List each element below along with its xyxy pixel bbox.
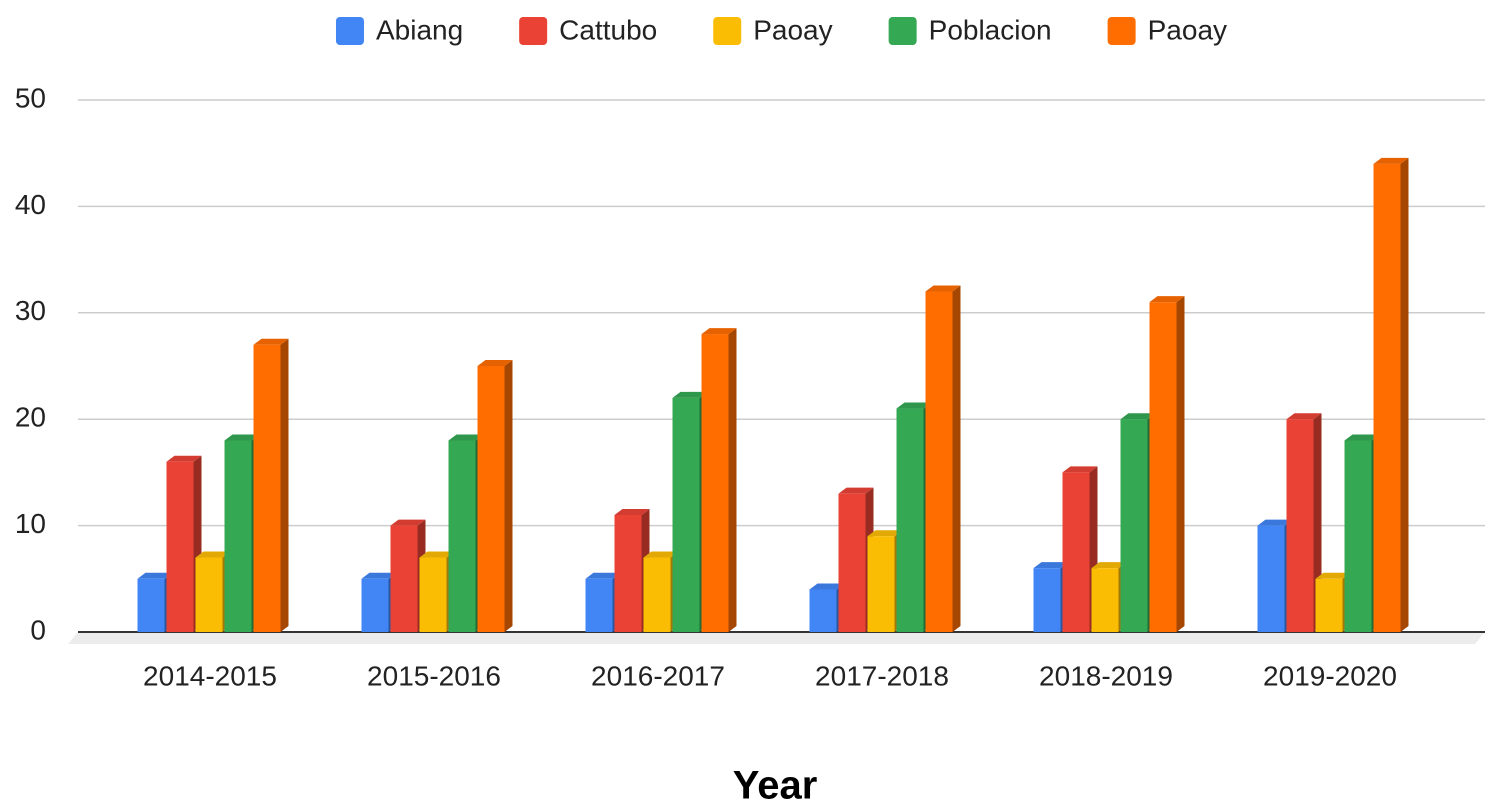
bar-top: [390, 519, 426, 526]
bar-top: [614, 508, 650, 515]
bar: [838, 493, 866, 632]
bar: [419, 557, 447, 632]
bar-top: [1149, 296, 1185, 303]
bar-top: [1062, 466, 1098, 473]
bar: [701, 334, 729, 632]
bar-top: [253, 338, 289, 345]
bar: [253, 344, 281, 632]
bar: [614, 514, 642, 632]
bar-top: [1286, 413, 1322, 420]
bar-top: [448, 434, 484, 441]
bar-top: [1120, 413, 1156, 420]
bar-side: [952, 285, 961, 632]
bar: [1033, 568, 1061, 632]
legend-label: Paoay: [753, 14, 832, 45]
bar: [1062, 472, 1090, 632]
bar-top: [224, 434, 260, 441]
bar: [195, 557, 223, 632]
x-axis-title: Year: [733, 764, 818, 806]
bar: [477, 366, 505, 632]
legend-label: Paoay: [1148, 14, 1227, 45]
x-tick-label: 2016-2017: [591, 660, 725, 691]
bar: [1091, 568, 1119, 632]
x-tick-label: 2019-2020: [1263, 660, 1397, 691]
bar-top: [896, 402, 932, 409]
bar: [1315, 578, 1343, 632]
bar: [361, 578, 389, 632]
legend-label: Poblacion: [929, 14, 1052, 45]
bar-top: [925, 285, 961, 292]
bar: [867, 536, 895, 632]
legend-label: Cattubo: [559, 14, 657, 45]
bar: [448, 440, 476, 632]
bar-top: [1033, 562, 1069, 569]
bar: [1149, 302, 1177, 632]
bar-top: [477, 360, 513, 366]
y-tick-label: 10: [15, 508, 46, 539]
legend-swatch: [888, 17, 917, 45]
bar-top: [361, 572, 397, 579]
bar-side: [1176, 296, 1185, 632]
bar: [1120, 419, 1148, 632]
bar-top: [809, 583, 845, 590]
bar-top: [1257, 519, 1293, 526]
bar: [809, 589, 837, 632]
legend-swatch: [1107, 17, 1136, 45]
y-tick-label: 30: [15, 295, 46, 326]
y-tick-label: 50: [15, 82, 46, 113]
bar: [166, 461, 194, 632]
y-tick-label: 20: [15, 402, 46, 433]
bar-top: [1315, 572, 1351, 579]
legend-label: Abiang: [376, 14, 463, 45]
legend-swatch: [713, 17, 742, 45]
x-tick-label: 2017-2018: [815, 660, 949, 691]
bar: [1373, 163, 1401, 632]
y-tick-label: 40: [15, 189, 46, 220]
bar-top: [838, 487, 874, 494]
bar: [1286, 419, 1314, 632]
floor: [68, 632, 1485, 644]
bar-side: [728, 328, 737, 632]
bar: [1344, 440, 1372, 632]
bar: [390, 525, 418, 632]
bar-top: [1091, 562, 1127, 569]
bar-top: [701, 328, 737, 335]
bar: [137, 578, 165, 632]
bar-side: [504, 360, 513, 632]
bar-top: [672, 391, 708, 398]
bar: [896, 408, 924, 632]
bar-top: [643, 551, 679, 558]
x-tick-label: 2014-2015: [143, 660, 277, 691]
bar: [643, 557, 671, 632]
legend-swatch: [519, 17, 548, 45]
bar-top: [585, 572, 621, 579]
bar: [672, 397, 700, 632]
bar-top: [137, 572, 173, 579]
bar-top: [166, 455, 202, 462]
y-tick-label: 0: [30, 614, 46, 645]
bar-side: [1400, 157, 1409, 632]
bar-side: [280, 338, 289, 632]
x-tick-label: 2018-2019: [1039, 660, 1173, 691]
bar: [585, 578, 613, 632]
bar: [224, 440, 252, 632]
legend-swatch: [335, 17, 364, 45]
bar: [925, 291, 953, 632]
bar-top: [1373, 157, 1409, 164]
bar-top: [1344, 434, 1380, 441]
bar-top: [419, 551, 455, 558]
bar-top: [867, 530, 903, 537]
x-tick-label: 2015-2016: [367, 660, 501, 691]
bar-top: [195, 551, 231, 558]
bar: [1257, 525, 1285, 632]
